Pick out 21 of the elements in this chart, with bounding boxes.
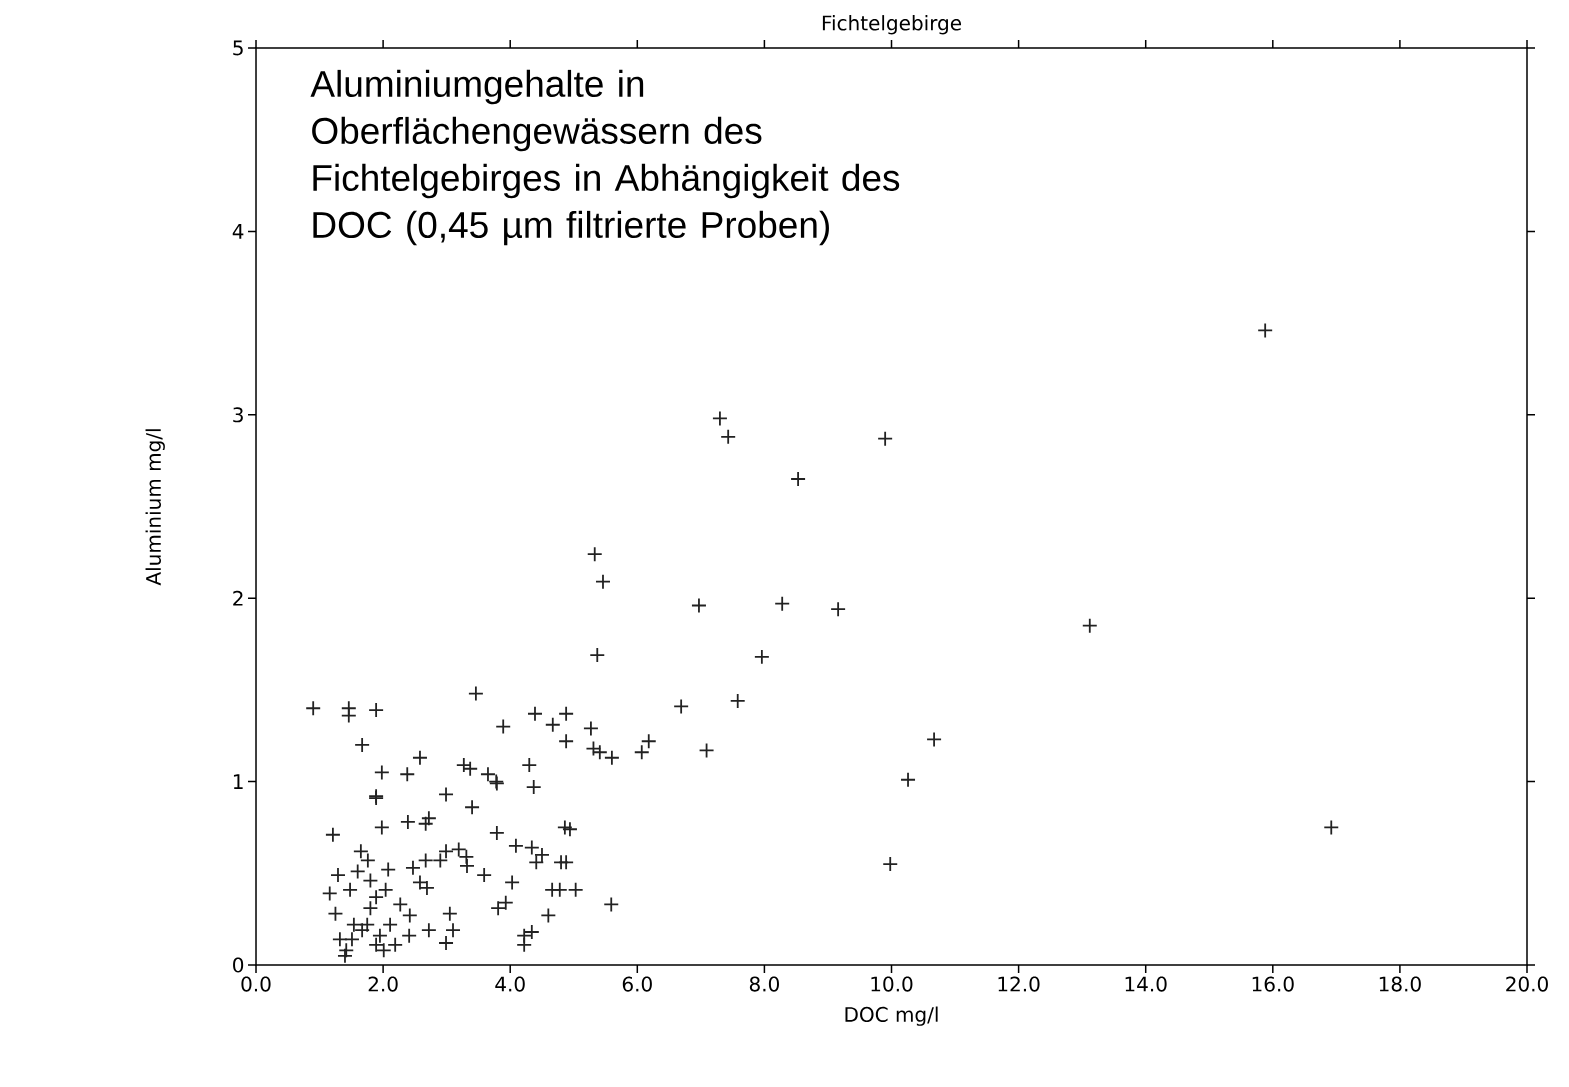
x-tick-label: 6.0 bbox=[622, 976, 652, 992]
x-tick-label: 4.0 bbox=[495, 976, 525, 992]
x-axis-title: DOC mg/l bbox=[845, 1006, 938, 1026]
x-tick-label: 2.0 bbox=[368, 976, 398, 992]
x-tick-label: 14.0 bbox=[1125, 976, 1167, 992]
x-tick-label: 0.0 bbox=[241, 976, 271, 992]
y-tick-label: 1 bbox=[233, 774, 243, 789]
y-tick-label: 5 bbox=[233, 40, 243, 56]
x-tick-label: 8.0 bbox=[749, 976, 779, 992]
y-axis-title: Aluminium mg/l bbox=[145, 429, 165, 586]
annotation: Aluminiumgehalte in Oberflächengewässern des Fichtelgebirges in Abhängigkeit des DOC (0,45 µm filtrierte Proben) bbox=[310, 69, 900, 246]
y-tick-label: 2 bbox=[233, 590, 243, 606]
y-tick-label: 4 bbox=[232, 224, 244, 239]
x-tick-label: 12.0 bbox=[998, 976, 1040, 992]
x-tick-label: 10.0 bbox=[871, 976, 913, 992]
y-tick-label: 0 bbox=[233, 957, 244, 973]
x-tick-label: 20.0 bbox=[1506, 976, 1548, 992]
y-tick-label: 3 bbox=[233, 407, 243, 423]
x-tick-label: 16.0 bbox=[1252, 976, 1294, 992]
chart-title: Fichtelgebirge bbox=[822, 15, 962, 35]
x-tick-label: 18.0 bbox=[1379, 976, 1421, 992]
